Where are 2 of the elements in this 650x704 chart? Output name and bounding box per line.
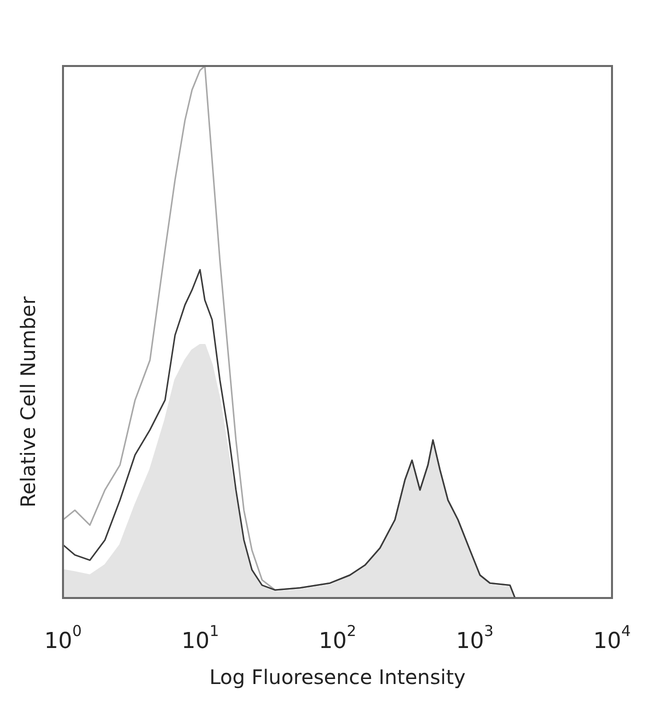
x-axis-title: Log Fluoresence Intensity (209, 665, 466, 689)
y-axis-title: Relative Cell Number (16, 296, 40, 508)
